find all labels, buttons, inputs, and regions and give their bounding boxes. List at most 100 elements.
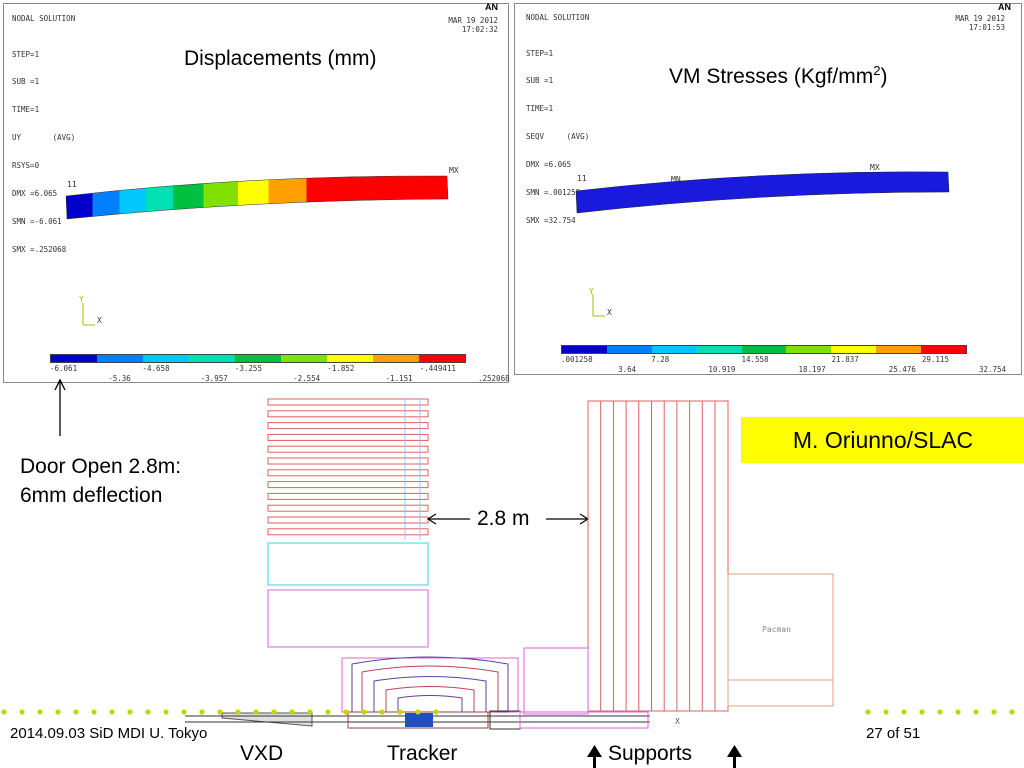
legend-tick-label: -2.554 [293, 374, 321, 383]
info-line: UY (AVG) [12, 133, 76, 143]
rule-dot [19, 709, 25, 715]
solution-info: STEP=1 SUB =1 TIME=1 UY (AVG) RSYS=0 DMX… [12, 31, 75, 273]
rule-dot [397, 709, 403, 715]
door-caption-line2: 6mm deflection [20, 484, 163, 507]
axis-triad [82, 303, 95, 326]
rule-dot [865, 709, 871, 715]
legend-tick-label: 10.919 [708, 365, 736, 374]
rule-dot [163, 709, 169, 715]
info-line: SEQV (AVG) [526, 132, 590, 142]
center-mark: X [675, 717, 680, 726]
beam-pipe [185, 710, 650, 730]
tracker-label: Tracker [387, 742, 458, 765]
solution-heading: NODAL SOLUTION [12, 14, 76, 23]
node-label: 11 [67, 180, 77, 189]
color-legend-bar [50, 354, 466, 363]
solution-heading: NODAL SOLUTION [526, 13, 590, 22]
info-line: SMX =.252068 [12, 244, 67, 254]
door-layer [267, 457, 429, 465]
rule-dot [307, 709, 313, 715]
legend-tick-label: 32.754 [979, 365, 1007, 374]
pacman-box [727, 573, 834, 707]
info-line: RSYS=0 [12, 161, 40, 171]
date-text: MAR 19 2012 [448, 16, 498, 25]
rule-dot [109, 709, 115, 715]
legend-swatch [97, 355, 143, 362]
rule-dot [181, 709, 187, 715]
time-text: 17:01:53 [968, 23, 1005, 33]
page-number: 27 of 51 [866, 725, 921, 742]
title-text: VM Stresses (Kgf/mm [669, 65, 874, 88]
rule-dot [901, 709, 907, 715]
panel-title: Displacements (mm) [184, 47, 377, 70]
legend-tick-label: -3.957 [200, 374, 228, 383]
info-line: SMN =-6.061 [12, 216, 62, 226]
door-layer [267, 528, 429, 536]
rule-dot [1009, 709, 1015, 715]
legend-swatch [696, 346, 742, 353]
rule-dot [361, 709, 367, 715]
rule-dot [937, 709, 943, 715]
rule-dot [289, 709, 295, 715]
rule-dot [415, 709, 421, 715]
pacman-label: Pacman [762, 625, 791, 634]
vxd-label: VXD [240, 742, 284, 765]
gap-arrow-right [546, 513, 590, 525]
rule-dot [235, 709, 241, 715]
rule-dot [973, 709, 979, 715]
legend-tick-label: 14.558 [741, 355, 769, 364]
support-arrow-right [727, 745, 742, 768]
legend-swatch [373, 355, 419, 362]
info-line: SUB =1 [12, 77, 40, 87]
legend-tick-label: 3.64 [618, 365, 637, 374]
legend-swatch [189, 355, 235, 362]
credit-badge: M. Oriunno/SLAC [741, 417, 1024, 463]
side-frame [523, 647, 589, 715]
mx-label: MX [449, 166, 459, 175]
door-arrow [54, 378, 66, 436]
legend-tick-label: -4.658 [142, 364, 170, 373]
node-label: 11 [577, 174, 587, 183]
lower-cyan-block [267, 542, 429, 586]
legend-swatch [786, 346, 832, 353]
info-line: SMN =.001258 [526, 188, 581, 198]
axis-y-label: Y [589, 287, 594, 296]
legend-tick-label: -5.36 [108, 374, 131, 383]
rule-dot [199, 709, 205, 715]
axis-y-label: Y [79, 295, 84, 304]
barrel-plates [600, 401, 716, 711]
legend-swatch [741, 346, 787, 353]
legend-swatch [419, 355, 465, 362]
date-text: MAR 19 2012 [955, 14, 1005, 23]
door-layer [267, 398, 429, 406]
rule-dot [883, 709, 889, 715]
rule-dot [343, 709, 349, 715]
door-layer [267, 433, 429, 441]
info-line: SUB =1 [526, 76, 554, 86]
legend-swatch [143, 355, 189, 362]
door-layer [267, 410, 429, 418]
info-line: TIME=1 [12, 105, 40, 115]
rule-dot [217, 709, 223, 715]
legend-tick-label: 21.837 [831, 355, 859, 364]
door-layer [267, 422, 429, 430]
axis-triad [592, 294, 605, 317]
mn-label: MN [671, 175, 681, 184]
legend-tick-label: -1.852 [327, 364, 355, 373]
legend-swatch [876, 346, 922, 353]
stress-beam [575, 171, 950, 214]
legend-tick-label: .001258 [561, 355, 593, 364]
legend-swatch [651, 346, 697, 353]
support-arrow-left [587, 745, 602, 768]
legend-tick-label: 18.197 [798, 365, 826, 374]
legend-tick-label: -1.151 [385, 374, 413, 383]
legend-tick-label: -.449411 [419, 364, 456, 373]
rule-dot [271, 709, 277, 715]
axis-x-label: X [97, 316, 102, 325]
rule-dot [955, 709, 961, 715]
tracker-layers [341, 656, 519, 713]
dotted-rule [1, 709, 1015, 715]
gap-arrow-left [426, 513, 470, 525]
footer-date: 2014.09.03 SiD MDI U. Tokyo [10, 725, 208, 742]
